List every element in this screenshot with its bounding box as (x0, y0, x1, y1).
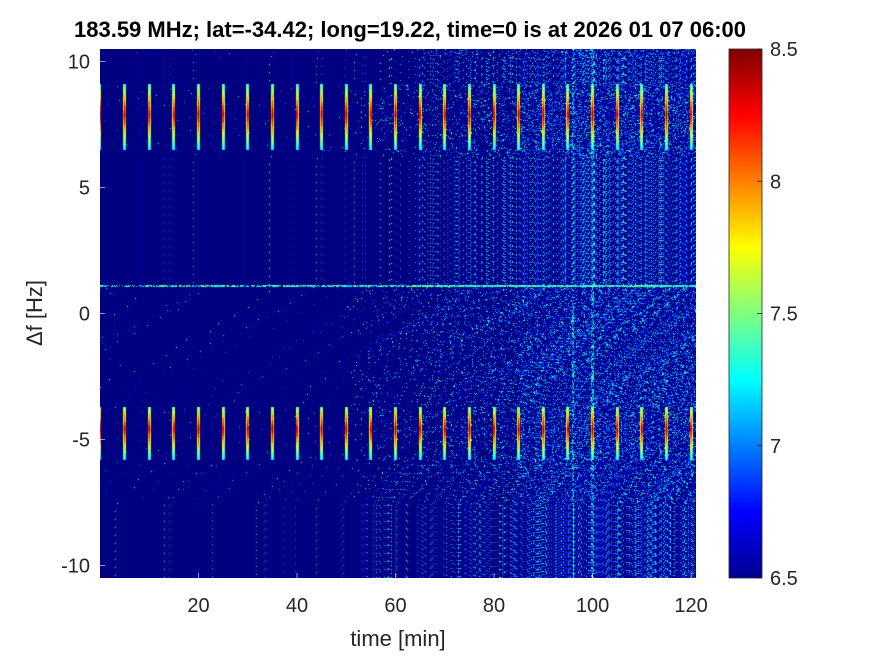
colorbar-gradient (728, 48, 763, 579)
colorbar-ticks: 6.5 7 7.5 8 8.5 (757, 39, 798, 590)
colorbar-tick-label: 8 (770, 171, 781, 193)
x-tick-label: 60 (384, 595, 406, 617)
colorbar-tick-label: 6.5 (770, 568, 798, 590)
x-axis-ticks: 20 40 60 80 100 120 (187, 573, 708, 617)
y-axis-ticks: -10 -5 0 5 10 (61, 52, 105, 577)
x-tick-label: 20 (187, 595, 209, 617)
y-tick-label: -10 (61, 555, 90, 577)
x-tick-label: 40 (286, 595, 308, 617)
y-tick-label: 0 (79, 304, 90, 326)
x-tick-label: 120 (674, 595, 707, 617)
x-axis-label: time [min] (350, 626, 445, 651)
y-axis-label: Δf [Hz] (22, 280, 47, 346)
colorbar: 6.5 7 7.5 8 8.5 (728, 39, 798, 590)
y-tick-label: -5 (72, 429, 90, 451)
colorbar-tick-label: 7.5 (770, 304, 798, 326)
chart-title: 183.59 MHz; lat=-34.42; long=19.22, time… (74, 17, 746, 42)
heatmap-image (100, 49, 696, 578)
x-tick-label: 80 (483, 595, 505, 617)
x-tick-label: 100 (576, 595, 609, 617)
y-tick-label: 5 (79, 178, 90, 200)
plot-area (100, 49, 696, 578)
colorbar-tick-label: 7 (770, 436, 781, 458)
colorbar-tick-label: 8.5 (770, 39, 798, 61)
y-tick-label: 10 (68, 52, 90, 74)
